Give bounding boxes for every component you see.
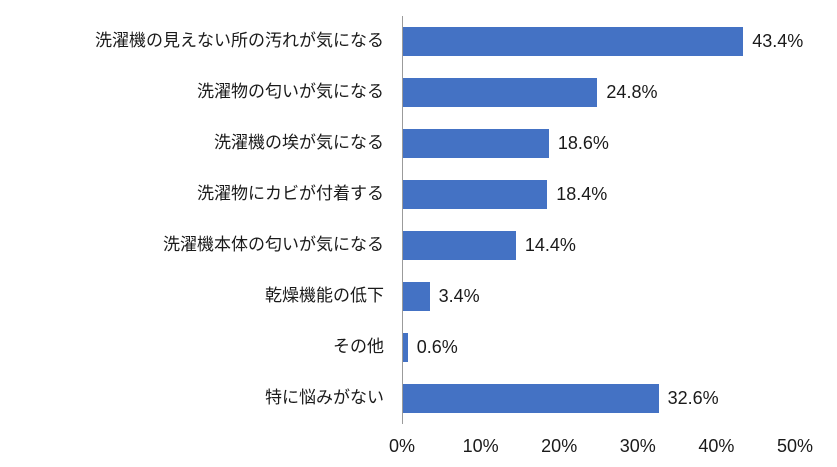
x-axis-tick-label: 40% [698, 436, 735, 456]
x-axis-tick-label: 10% [462, 436, 499, 456]
chart-row: 洗濯機の埃が気になる 18.6% [6, 118, 827, 169]
value-label: 0.6% [416, 337, 458, 357]
bar [403, 384, 659, 413]
x-axis-tick-label: 30% [619, 436, 656, 456]
chart-row: 洗濯物にカビが付着する 18.4% [6, 169, 827, 220]
x-axis-tick-label: 50% [776, 436, 814, 456]
bar-cell: 43.4% [403, 27, 803, 56]
category-label: その他 [333, 337, 384, 357]
bar [403, 282, 430, 311]
chart-row: 乾燥機能の低下 3.4% [6, 271, 827, 322]
x-axis: 0% 10% 20% 30% 40% 50% [389, 424, 813, 466]
value-label: 18.4% [556, 184, 608, 204]
y-axis-line [402, 16, 403, 424]
bar [403, 129, 549, 158]
value-label: 14.4% [524, 235, 576, 255]
bar [403, 180, 548, 209]
bar-cell: 18.4% [403, 180, 795, 209]
bar [403, 231, 516, 260]
bar-cell: 3.4% [403, 282, 795, 311]
chart-row: 特に悩みがない 32.6% [6, 373, 827, 424]
bar-cell: 32.6% [403, 384, 795, 413]
chart-row: 洗濯機の見えない所の汚れが気になる 43.4% [6, 16, 827, 67]
bar-cell: 18.6% [403, 129, 795, 158]
bar-cell: 14.4% [403, 231, 795, 260]
chart-row: その他 0.6% [6, 322, 827, 373]
category-label: 洗濯物の匂いが気になる [197, 82, 384, 102]
value-label: 43.4% [752, 31, 804, 51]
category-label: 洗濯機の見えない所の汚れが気になる [95, 31, 384, 51]
category-label: 洗濯機本体の匂いが気になる [163, 235, 384, 255]
value-label: 32.6% [667, 388, 719, 408]
bar-cell: 24.8% [403, 78, 795, 107]
bar-cell: 0.6% [403, 333, 795, 362]
chart-plot-area: 洗濯機の見えない所の汚れが気になる 43.4% 洗濯物の匂いが気になる 24.8% 洗濯… [6, 16, 827, 424]
value-label: 18.6% [557, 133, 609, 153]
category-label: 特に悩みがない [265, 388, 384, 408]
value-label: 24.8% [606, 82, 658, 102]
category-label: 乾燥機能の低下 [265, 286, 384, 306]
bar [403, 27, 744, 56]
chart-row: 洗濯機本体の匂いが気になる 14.4% [6, 220, 827, 271]
category-label: 洗濯機の埃が気になる [214, 133, 384, 153]
x-axis-tick-label: 20% [541, 436, 578, 456]
x-axis-tick-label: 0% [388, 436, 416, 456]
bar [403, 78, 598, 107]
chart-row: 洗濯物の匂いが気になる 24.8% [6, 67, 827, 118]
category-label: 洗濯物にカビが付着する [197, 184, 384, 204]
value-label: 3.4% [438, 286, 480, 306]
bar [403, 333, 408, 362]
